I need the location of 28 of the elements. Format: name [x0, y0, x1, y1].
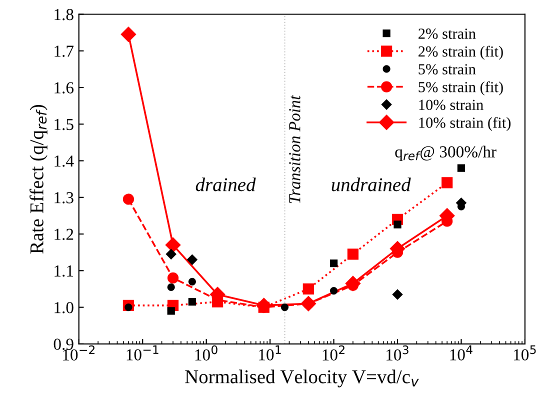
x-tick-label: 10$^{1}$ [259, 345, 281, 360]
y-tick-label: 1.3 [54, 192, 74, 204]
legend-label: 10% strain (fit) [419, 116, 511, 131]
y-tick-label: 1.1 [54, 265, 74, 277]
x-tick-label: 10$^{−1}$ [126, 345, 158, 360]
annotation: undrained [332, 178, 411, 192]
legend-label: 2% strain [418, 28, 476, 39]
x-tick-label: 10$^{3}$ [386, 345, 408, 361]
y-tick-label: 1.4 [54, 156, 74, 167]
legend-label: 10% strain [419, 100, 484, 110]
y-tick-label: 1.7 [54, 46, 74, 57]
y-tick-label: 1.5 [54, 118, 74, 130]
y-axis-title: Rate Effect (q/q$_{ref}$) [30, 104, 48, 254]
legend-label: 5% strain [418, 64, 476, 74]
y-tick-label: 1.8 [54, 8, 74, 20]
x-tick-label: 10$^{5}$ [514, 345, 536, 360]
annotation: q$_{ref}$@ 300%/hr [395, 146, 496, 161]
y-tick-label: 1.6 [54, 82, 74, 94]
x-tick-label: 10$^{0}$ [195, 345, 218, 361]
annotation: drained [196, 178, 256, 192]
legend-label: 2% strain (fit) [418, 46, 503, 60]
y-tick-label: 1.2 [54, 228, 74, 240]
x-tick-label: 10$^{4}$ [450, 345, 472, 360]
legend-label: 5% strain (fit) [418, 81, 503, 96]
x-tick-label: 10$^{2}$ [322, 345, 344, 361]
ref-line-label: Transition Point [289, 95, 300, 204]
x-axis-title: Normalised Velocity V=vd/c$_{v}$ [185, 370, 419, 388]
y-tick-label: 1.0 [54, 302, 74, 314]
